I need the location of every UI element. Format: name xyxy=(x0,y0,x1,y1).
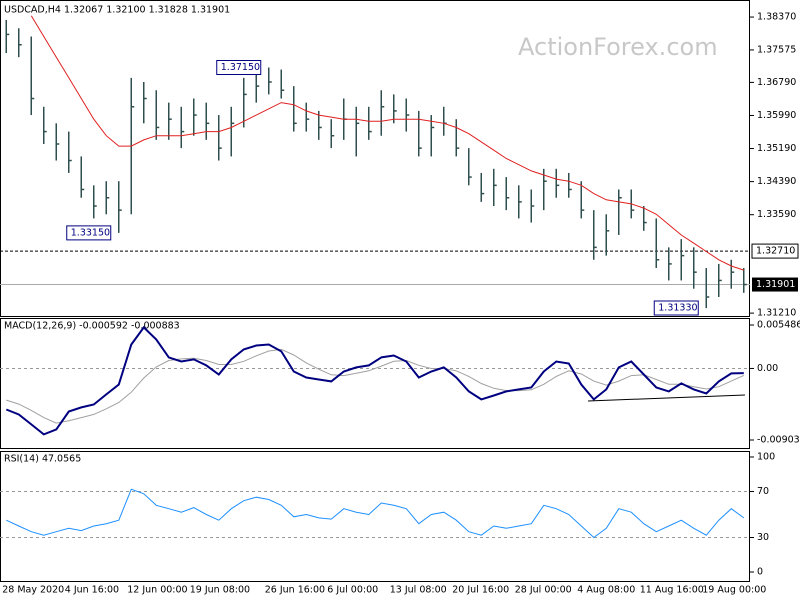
y-tick-label: 1.35990 xyxy=(757,110,796,121)
last-price-box xyxy=(752,277,798,292)
x-tick-label: 11 Aug 16:00 xyxy=(640,585,704,596)
y-tick-label: 1.38370 xyxy=(757,12,796,23)
x-tick-label: 19 Aug 00:00 xyxy=(702,585,766,596)
moving-average xyxy=(30,15,744,271)
price-title: USDCAD,H4 1.32067 1.32100 1.31828 1.3190… xyxy=(4,5,230,16)
y-tick-label: 30 xyxy=(757,532,769,543)
ref-label: 1.32710 xyxy=(756,246,795,257)
rsi-title: RSI(14) 47.0565 xyxy=(4,454,81,465)
y-tick-label: 1.34390 xyxy=(757,176,796,187)
x-tick-label: 13 Jul 08:00 xyxy=(390,585,447,596)
annotation-box xyxy=(653,300,699,316)
x-tick-label: 26 Jun 16:00 xyxy=(265,585,325,596)
x-tick-label: 19 Jun 08:00 xyxy=(190,585,250,596)
trend-line xyxy=(587,394,746,402)
x-tick-label: 20 Jul 16:00 xyxy=(452,585,509,596)
x-tick-label: 12 Jun 00:00 xyxy=(127,585,187,596)
price-pane xyxy=(0,0,750,317)
annotation-box xyxy=(216,60,262,76)
x-tick-label: 28 Jul 00:00 xyxy=(515,585,572,596)
y-tick-label: 100 xyxy=(757,451,775,462)
annotation-label: 1.31330 xyxy=(658,303,697,314)
y-tick-label: 1.33590 xyxy=(757,209,796,220)
rsi-pane xyxy=(0,451,750,582)
y-tick-label: 1.36790 xyxy=(757,77,796,88)
y-tick-label: 1.31210 xyxy=(757,308,796,319)
signal-line xyxy=(6,348,745,424)
annotation-label: 1.33150 xyxy=(71,227,110,238)
y-tick-label: 1.35190 xyxy=(757,143,796,154)
x-tick-label: 4 Jun 16:00 xyxy=(65,585,119,596)
y-tick-label: 0.005486 xyxy=(757,320,800,331)
rsi-line xyxy=(6,488,745,539)
y-tick-label: 0 xyxy=(757,566,763,577)
last-price-label: 1.31901 xyxy=(756,279,795,290)
x-tick-label: 28 May 2020 xyxy=(2,585,64,596)
x-tick-label: 6 Jul 00:00 xyxy=(327,585,378,596)
x-tick-label: 4 Aug 08:00 xyxy=(577,585,635,596)
macd-title: MACD(12,26,9) -0.000592 -0.000883 xyxy=(4,321,180,332)
watermark: ActionForex.com xyxy=(518,33,718,61)
macd-line xyxy=(5,325,744,436)
y-tick-label: 0.00 xyxy=(757,363,778,374)
y-tick-label: 70 xyxy=(757,486,769,497)
y-tick-label: -0.009034 xyxy=(757,435,800,446)
y-tick-label: 1.37575 xyxy=(757,44,796,55)
macd-pane xyxy=(0,318,750,449)
annotation-box xyxy=(66,225,112,241)
annotation-label: 1.37150 xyxy=(221,62,260,73)
ref-label-box xyxy=(751,243,799,259)
